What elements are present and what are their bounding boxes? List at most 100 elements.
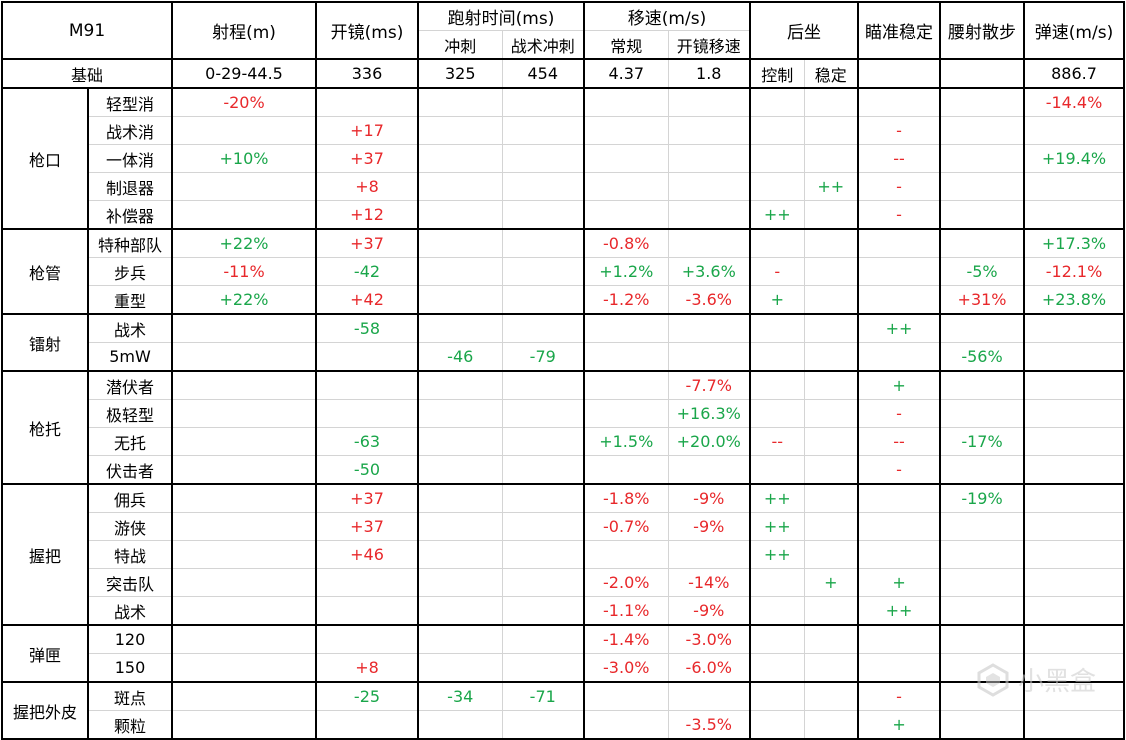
stat-cell-control [749,624,805,654]
stat-cell-ads: -63 [315,427,419,456]
stat-cell-hip [939,228,1026,258]
stat-cell-adsmove: +20.0% [667,427,752,456]
stat-cell-range: -20% [171,87,317,117]
stat-cell-range [171,568,317,597]
group-label: 握把 [1,483,89,626]
stat-cell-ads [315,596,419,626]
attachment-name: 突击队 [87,568,173,597]
stat-cell-stability [803,624,860,654]
table-row: 150 +8 -3.0% -6.0% [2,653,1126,683]
stat-cell-sprint [417,540,503,569]
stat-cell-normal: -1.8% [583,483,669,513]
stat-cell-aim [857,342,942,372]
stat-cell-normal: -0.8% [583,228,669,258]
stat-cell-aim [857,87,942,117]
stat-cell-range [171,653,317,683]
stat-cell-vel: +19.4% [1023,144,1126,173]
stat-cell-normal [583,370,669,400]
stat-cell-hip [939,596,1026,626]
stat-cell-adsmove: -3.6% [667,285,752,315]
stat-cell-control [749,342,805,372]
attachment-name: 特种部队 [87,228,173,258]
stat-cell-sprint [417,144,503,173]
stat-cell-range [171,200,317,230]
stat-cell-tac [501,455,585,485]
stat-cell-normal [583,172,669,201]
stat-cell-tac [501,87,585,117]
stat-cell-normal [583,116,669,145]
stat-cell-normal: +1.2% [583,257,669,286]
stat-cell-aim: + [857,370,942,400]
stat-cell-normal: -2.0% [583,568,669,597]
stat-cell-range [171,540,317,569]
hip-spread-header: 腰射散步 [939,1,1026,60]
stat-cell-tac [501,228,585,258]
stat-cell-vel [1023,596,1126,626]
attachment-name: 无托 [87,427,173,456]
stat-cell-range: +10% [171,144,317,173]
stat-cell-vel [1023,370,1126,400]
table-row: 镭射 战术 -58 ++ [1,313,1126,372]
stat-cell-stability [803,455,860,485]
stat-cell-stability [803,200,860,230]
stat-cell-range [171,624,317,654]
stat-cell-ads: +8 [315,653,419,683]
stat-cell-aim: - [857,200,942,230]
stat-cell-aim [857,624,942,654]
stat-cell-normal [583,342,669,372]
stat-cell-adsmove [667,116,752,145]
stat-cell-control [749,653,805,683]
stat-cell-hip: -5% [939,257,1026,286]
stat-cell-vel [1023,512,1126,541]
attachment-name: 制退器 [87,172,173,201]
stat-cell-aim: ++ [857,596,942,626]
stat-cell-stability [803,427,860,456]
stat-cell-range [171,710,317,740]
attachment-name: 一体消 [87,144,173,173]
stat-cell-sprint [417,116,503,145]
table-row: 战术消 +17 - [2,116,1126,145]
stat-cell-normal: -1.2% [583,285,669,315]
stat-cell-hip [939,681,1026,711]
stat-cell-range [171,455,317,485]
stat-cell-tac [501,624,585,654]
stat-cell-tac [501,483,585,513]
attachment-name: 伏击者 [87,455,173,485]
tac-sprint-subheader: 战术冲刺 [501,30,585,60]
attachment-rows: 枪口 轻型消 -20% -14.4% 战术消 +17- 一体消 +10% +37 -- +19.4%… [1,87,1126,740]
attachment-name: 佣兵 [87,483,173,513]
stat-cell-tac [501,512,585,541]
stat-cell-vel [1023,540,1126,569]
stat-cell-vel [1023,172,1126,201]
stat-cell-control: -- [749,427,805,456]
attachment-name: 极轻型 [87,399,173,428]
stat-cell-normal: -1.1% [583,596,669,626]
stat-cell-vel: +23.8% [1023,285,1126,315]
stat-cell-adsmove [667,455,752,485]
stat-cell-tac [501,710,585,740]
stat-cell-adsmove: -9% [667,596,752,626]
stat-cell-control [749,87,805,117]
stat-cell-aim [857,228,942,258]
base-hip-spread [939,58,1026,89]
stat-cell-vel [1023,624,1126,654]
stat-cell-adsmove [667,313,752,343]
stat-cell-adsmove: +16.3% [667,399,752,428]
stat-cell-stability [803,144,860,173]
stat-cell-aim [857,285,942,315]
stat-cell-tac [501,568,585,597]
stat-cell-range [171,596,317,626]
stat-cell-stability [803,512,860,541]
stat-cell-ads: -25 [315,681,419,711]
stat-cell-sprint [417,172,503,201]
base-label: 基础 [1,58,173,89]
base-sprint: 325 [417,58,503,89]
stat-cell-sprint [417,200,503,230]
attachment-name: 重型 [87,285,173,315]
base-bullet-velocity: 886.7 [1023,58,1126,89]
stat-cell-adsmove: -7.7% [667,370,752,400]
attachment-name: 战术 [87,596,173,626]
stat-cell-ads: +42 [315,285,419,315]
stat-cell-stability [803,540,860,569]
ads-header: 开镜(ms) [315,1,419,60]
